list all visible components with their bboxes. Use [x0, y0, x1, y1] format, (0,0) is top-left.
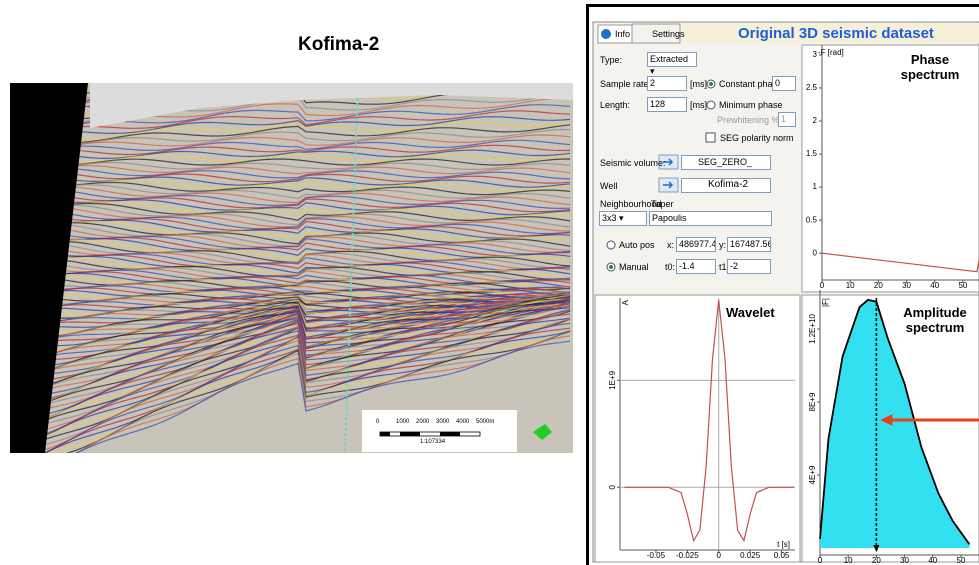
dropdown[interactable]: Extracted ▾: [647, 52, 697, 67]
page: 00.511.522.5301020304050-F [rad]01E+9-0.…: [0, 0, 979, 565]
x-tick-label: 50: [957, 556, 966, 565]
x-tick-label: -0.05: [647, 551, 666, 560]
x-tick-label: 0.025: [740, 551, 761, 560]
y-tick-label: 2.5: [806, 83, 818, 92]
chart-title: Phase spectrum: [890, 52, 970, 82]
scale-label: 2000: [416, 419, 429, 426]
radio[interactable]: [607, 241, 615, 249]
x-tick-label: 30: [900, 556, 909, 565]
radio[interactable]: [707, 101, 715, 109]
y-axis-label: -F [rad]: [818, 48, 844, 57]
x-tick-label: 10: [844, 556, 853, 565]
label: Type:: [600, 54, 622, 66]
y-tick-label: 1.5: [806, 149, 818, 158]
image-title: Kofima-2: [298, 34, 379, 56]
input[interactable]: 2: [647, 76, 687, 91]
chart-title: Amplitude spectrum: [895, 305, 975, 335]
input[interactable]: 128: [647, 97, 687, 112]
label: Well: [600, 180, 617, 192]
label: Sample rate:: [600, 78, 651, 90]
value: 3x3: [602, 213, 617, 223]
chart-title: Wavelet: [726, 305, 796, 320]
unit: [ms]: [690, 78, 707, 90]
checkbox[interactable]: [706, 133, 715, 142]
input[interactable]: 0: [772, 76, 796, 91]
scale-label: 5000m: [476, 419, 494, 426]
radio-dot: [709, 82, 713, 86]
label: Seismic volume:: [600, 157, 666, 169]
plot-frame: [802, 45, 979, 292]
x-tick-label: -0.025: [676, 551, 699, 560]
scale-ratio: 1:107334: [420, 439, 445, 446]
tab-label[interactable]: Info: [615, 28, 630, 40]
label: t0:: [665, 261, 675, 273]
y-tick-label: 0: [813, 248, 818, 257]
label: x:: [667, 239, 674, 251]
x-tick-label: 20: [872, 556, 881, 565]
radio-dot: [609, 265, 613, 269]
input[interactable]: 167487.56: [727, 237, 771, 252]
tab-label[interactable]: Settings: [652, 28, 685, 40]
y-tick-label: 1: [813, 182, 818, 191]
y-axis-label: A: [621, 299, 630, 305]
input[interactable]: Kofima-2: [681, 178, 771, 193]
scale-label: 0: [376, 419, 379, 426]
label: Prewhitening %:: [717, 114, 782, 126]
x-tick-label: 50: [958, 281, 967, 290]
y-tick-label: 1.2E+10: [808, 313, 817, 344]
y-tick-label: 0: [608, 484, 617, 489]
y-tick-label: 4E+9: [808, 465, 817, 484]
y-tick-label: 2: [813, 116, 818, 125]
label: y:: [719, 239, 726, 251]
y-tick-label: 0.5: [806, 215, 818, 224]
x-tick-label: 0: [717, 551, 722, 560]
scale-bar: [380, 432, 480, 436]
scale-label: 4000: [456, 419, 469, 426]
y-tick-label: 3: [813, 50, 818, 59]
unit: [ms]: [690, 99, 707, 111]
label: SEG polarity norm: [720, 132, 794, 144]
input[interactable]: -2: [727, 259, 771, 274]
x-tick-label: 20: [874, 281, 883, 290]
x-tick-label: 0: [818, 556, 823, 565]
label: Auto pos: [619, 239, 655, 251]
x-tick-label: 0.05: [774, 551, 790, 560]
scale-label: 3000: [436, 419, 449, 426]
x-tick-label: 40: [930, 281, 939, 290]
x-tick-label: 0: [820, 281, 825, 290]
label: Taper: [651, 198, 674, 210]
y-tick-label: 8E+9: [808, 392, 817, 411]
x-tick-label: 30: [902, 281, 911, 290]
input[interactable]: SEG_ZERO_: [681, 155, 771, 170]
x-tick-label: 40: [928, 556, 937, 565]
input[interactable]: 486977.40: [676, 237, 716, 252]
dropdown[interactable]: Papoulis: [649, 211, 772, 226]
plot-frame: [595, 295, 800, 562]
input: 1: [778, 112, 796, 127]
value: Extracted: [650, 54, 688, 64]
x-tick-label: 10: [846, 281, 855, 290]
dropdown[interactable]: 3x3 ▾: [599, 211, 647, 226]
label: Length:: [600, 99, 630, 111]
x-axis-label: t [s]: [777, 540, 790, 549]
info-icon: [601, 29, 611, 39]
y-axis-label: |F|: [821, 298, 830, 307]
label: Minimum phase: [719, 99, 783, 111]
label: Manual: [619, 261, 649, 273]
panel-header: Original 3D seismic dataset: [738, 25, 934, 42]
y-tick-label: 1E+9: [608, 370, 617, 389]
scale-label: 1000: [396, 419, 409, 426]
canvas: 00.511.522.5301020304050-F [rad]01E+9-0.…: [0, 0, 979, 565]
value: Papoulis: [652, 213, 687, 223]
input[interactable]: -1.4: [676, 259, 716, 274]
